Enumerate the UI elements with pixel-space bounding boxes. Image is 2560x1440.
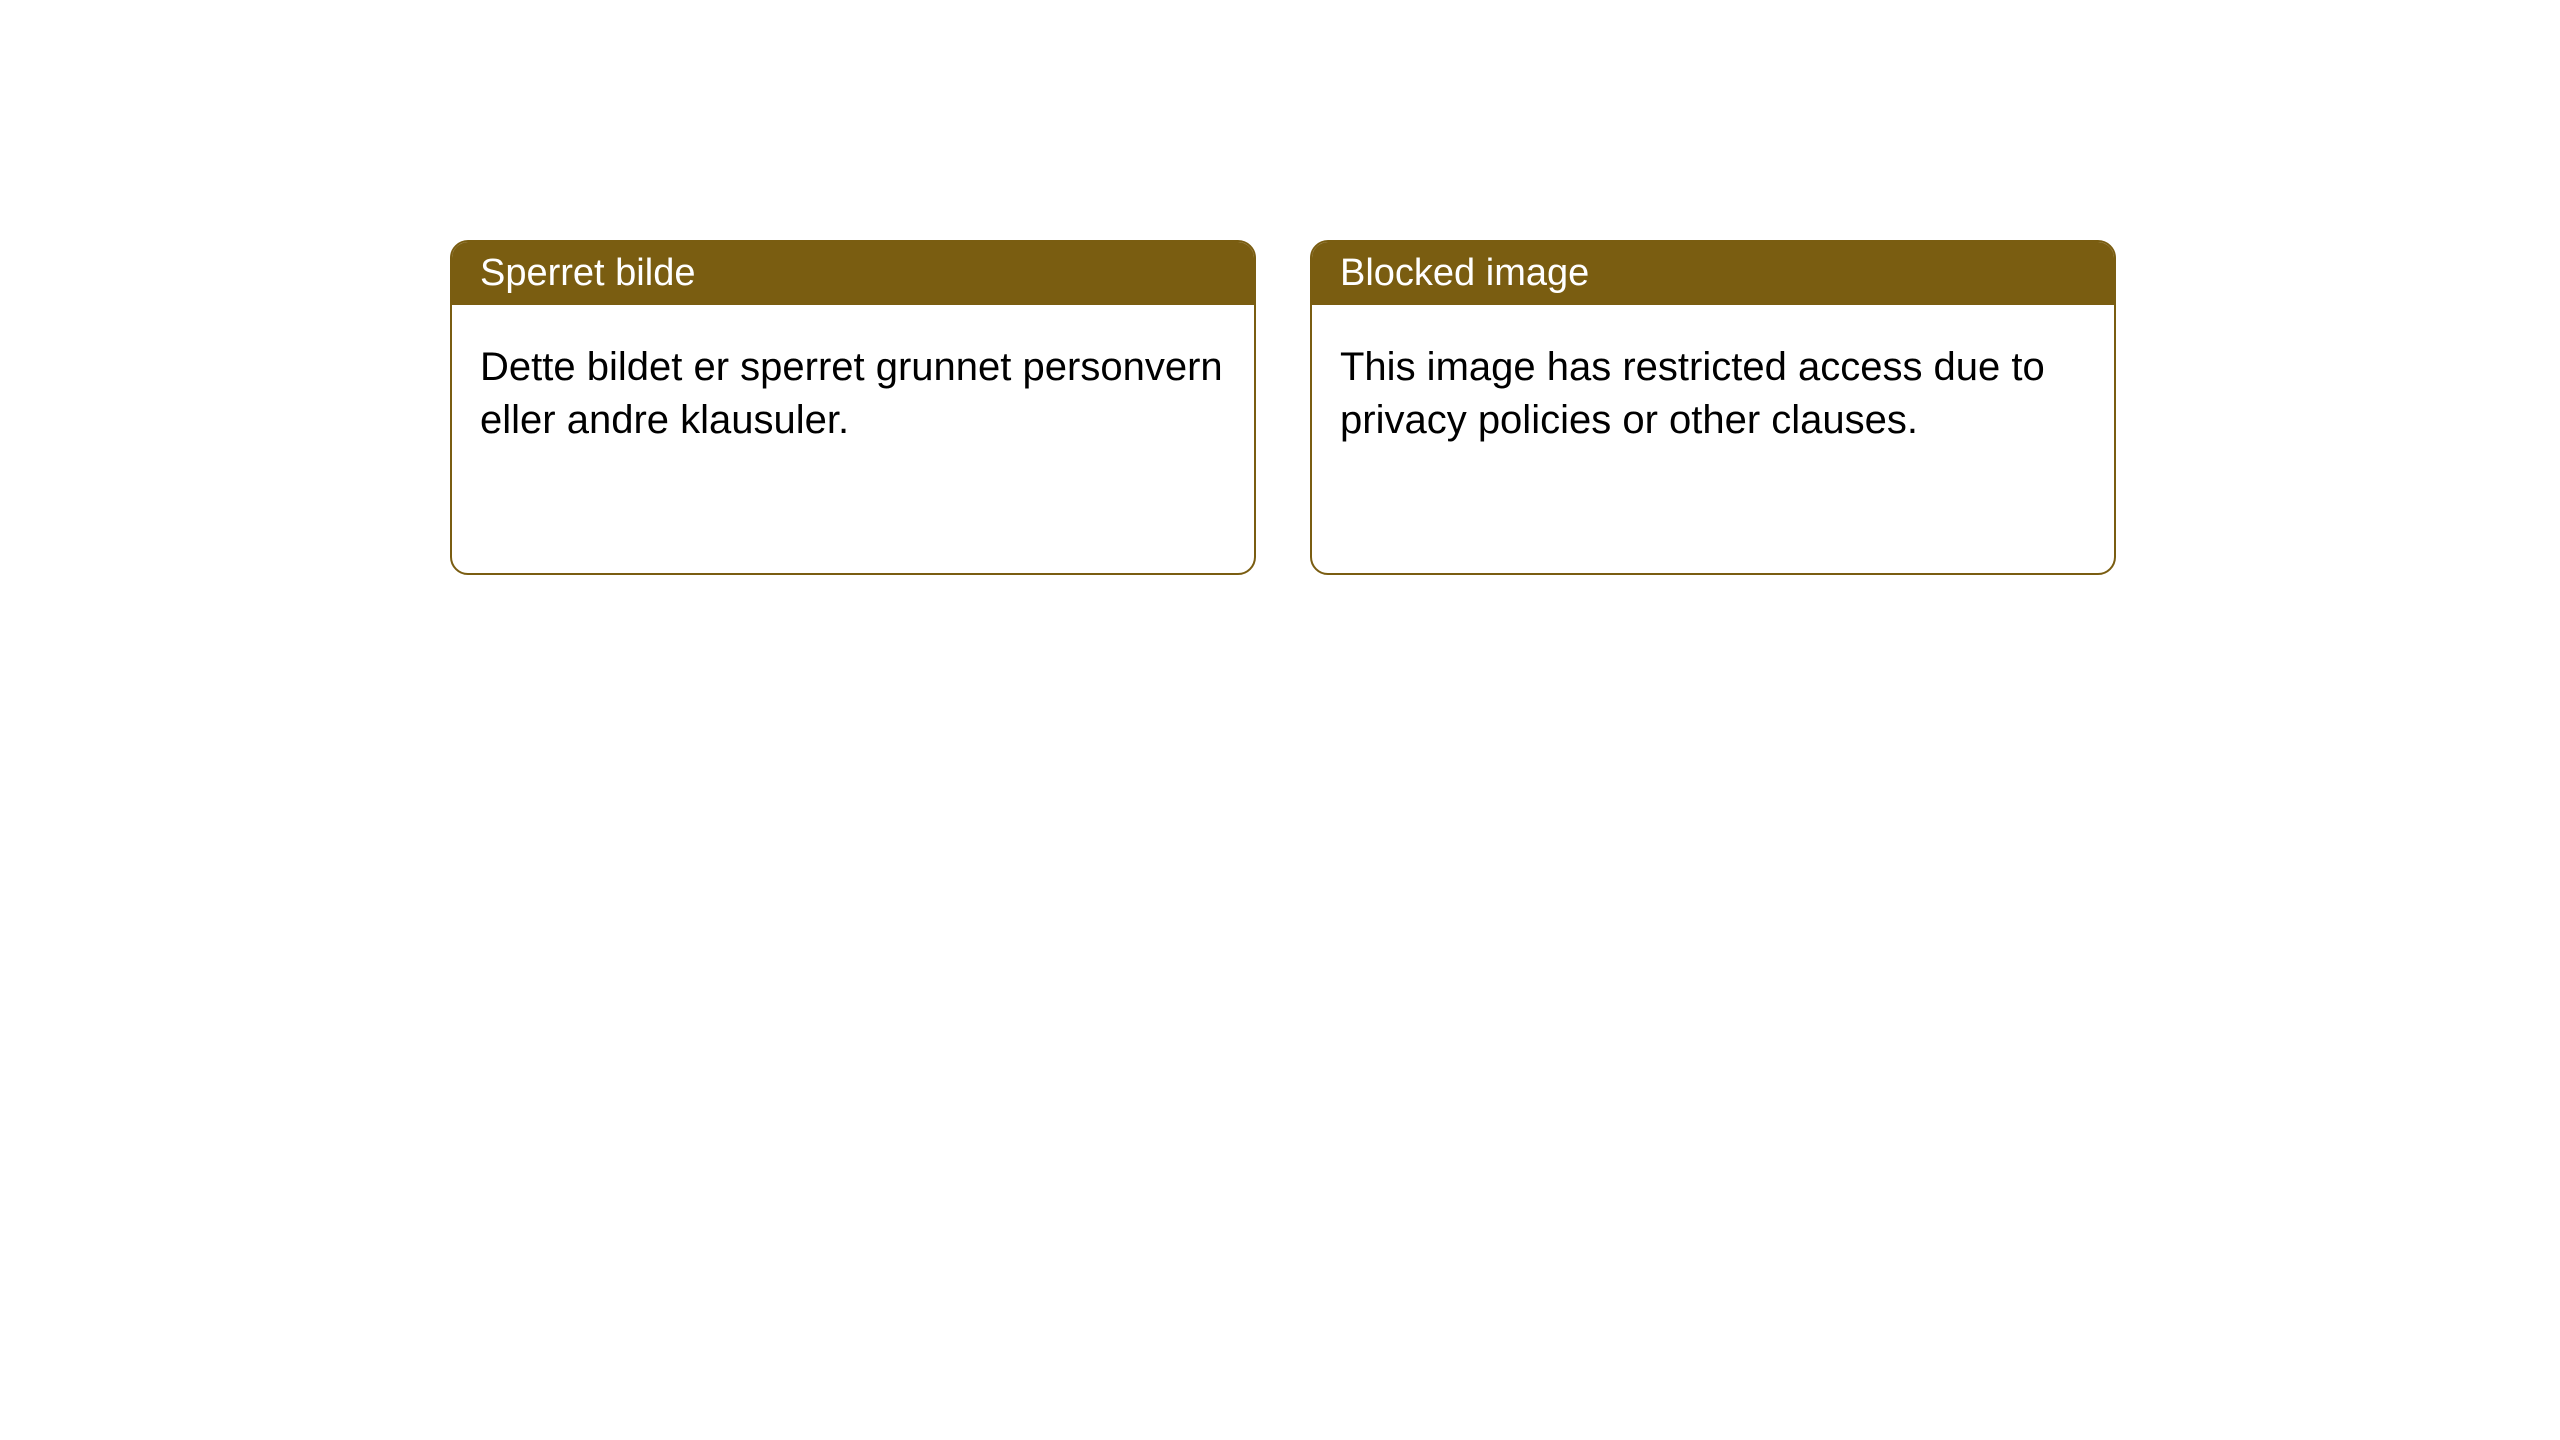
notice-container: Sperret bilde Dette bildet er sperret gr…	[0, 0, 2560, 575]
notice-title: Sperret bilde	[452, 242, 1254, 305]
notice-card-english: Blocked image This image has restricted …	[1310, 240, 2116, 575]
notice-body: Dette bildet er sperret grunnet personve…	[452, 305, 1254, 483]
notice-card-norwegian: Sperret bilde Dette bildet er sperret gr…	[450, 240, 1256, 575]
notice-body: This image has restricted access due to …	[1312, 305, 2114, 483]
notice-title: Blocked image	[1312, 242, 2114, 305]
